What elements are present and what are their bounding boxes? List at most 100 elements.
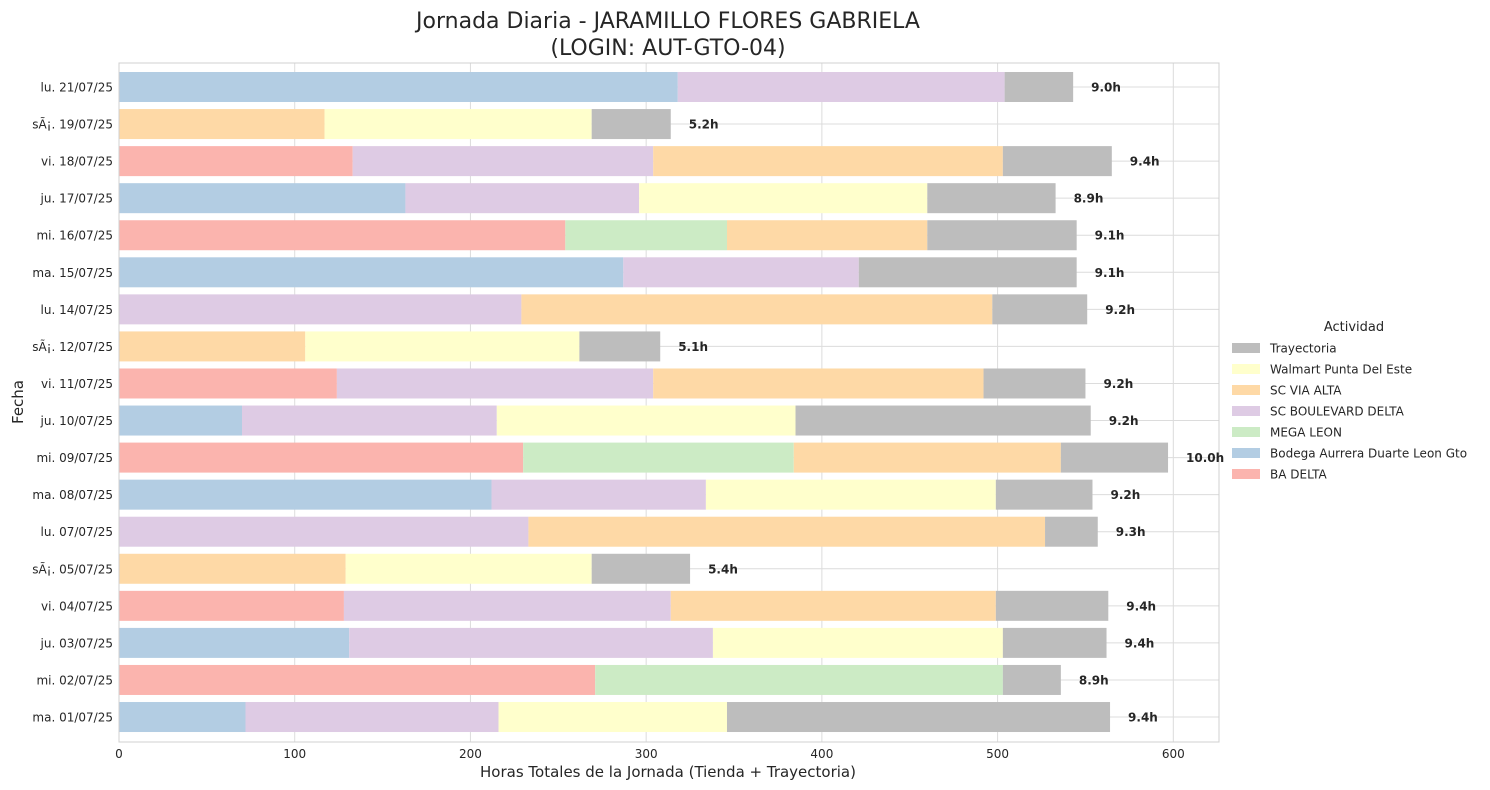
y-tick-label: ju. 10/07/25 [40, 414, 113, 428]
bar-total-label: 9.4h [1125, 636, 1155, 650]
bar-segment [119, 294, 522, 325]
y-axis-label: Fecha [9, 380, 27, 424]
bar-segment [352, 146, 654, 177]
x-tick-label: 0 [115, 747, 123, 761]
bar-segment [858, 257, 1077, 288]
bar-segment [496, 405, 796, 436]
bar-total-label: 5.4h [708, 562, 738, 576]
bar-segment [653, 368, 984, 399]
bar-segment [119, 368, 337, 399]
bar-segment [595, 664, 1003, 695]
legend-entry: MEGA LEON [1270, 426, 1342, 440]
x-tick-label: 600 [1162, 747, 1185, 761]
bar-segment [324, 109, 592, 140]
legend-swatch [1232, 406, 1260, 416]
legend-entry: Walmart Punta Del Este [1270, 363, 1412, 377]
bar-segment [591, 553, 691, 584]
bar-segment [1002, 146, 1112, 177]
bar-segment [726, 220, 928, 251]
bar-segment [653, 146, 1003, 177]
bar-segment [119, 590, 344, 621]
bar-segment [119, 442, 524, 473]
y-tick-label: sÃ¡. 12/07/25 [32, 339, 113, 354]
bar-segment [119, 146, 353, 177]
x-tick-label: 400 [810, 747, 833, 761]
chart-subtitle: (LOGIN: AUT-GTO-04) [550, 36, 785, 61]
x-tick-label: 100 [283, 747, 306, 761]
legend-swatch [1232, 427, 1260, 437]
y-tick-label: ma. 01/07/25 [32, 711, 113, 725]
legend-swatch [1232, 364, 1260, 374]
x-tick-label: 200 [459, 747, 482, 761]
legend-title: Actividad [1324, 320, 1384, 335]
bar-segment [591, 109, 671, 140]
bars [119, 72, 1169, 733]
bar-segment [1045, 516, 1098, 547]
bar-total-label: 9.4h [1128, 711, 1158, 725]
legend-entry: SC BOULEVARD DELTA [1270, 405, 1405, 419]
bar-total-label: 9.2h [1103, 377, 1133, 391]
bar-segment [639, 183, 928, 214]
plot-frame [118, 62, 1220, 743]
bar-total-label: 9.3h [1116, 525, 1146, 539]
legend-entry: BA DELTA [1270, 468, 1328, 482]
y-tick-label: mi. 02/07/25 [36, 673, 113, 687]
bar-segment [498, 702, 727, 733]
legend-swatch [1232, 448, 1260, 458]
y-tick-label: mi. 09/07/25 [36, 451, 113, 465]
bar-segment [1002, 627, 1107, 658]
bar-total-label: 9.0h [1091, 81, 1121, 95]
bar-segment [795, 405, 1091, 436]
bar-segment [119, 72, 678, 102]
y-tick-label: lu. 14/07/25 [41, 303, 113, 317]
bar-segment [712, 627, 1003, 658]
bar-segment [491, 479, 706, 510]
bar-segment [305, 331, 580, 362]
bar-segment [119, 405, 243, 436]
x-axis-label: Horas Totales de la Jornada (Tienda + Tr… [480, 763, 856, 781]
bar-segment [927, 220, 1077, 251]
bar-segment [245, 702, 499, 733]
y-tick-label: lu. 07/07/25 [41, 525, 113, 539]
bar-total-label: 10.0h [1186, 451, 1224, 465]
bar-segment [242, 405, 497, 436]
bar-segment [983, 368, 1086, 399]
y-tick-label: lu. 21/07/25 [41, 81, 113, 95]
bar-segment [336, 368, 654, 399]
legend-swatch [1232, 469, 1260, 479]
bar-segment [677, 72, 1005, 102]
bar-total-label: 8.9h [1074, 192, 1104, 206]
y-tick-label: ju. 03/07/25 [40, 636, 113, 650]
bar-total-label: 9.1h [1095, 229, 1125, 243]
bar-segment [992, 294, 1088, 325]
bar-segment [995, 479, 1093, 510]
bar-segment [528, 516, 1046, 547]
bar-segment [623, 257, 859, 288]
bar-segment [405, 183, 640, 214]
bar-segment [119, 516, 529, 547]
legend-swatch [1232, 343, 1260, 353]
legend: Actividad Trayectoria Walmart Punta Del E… [1232, 320, 1467, 482]
bar-segment [119, 702, 246, 733]
bar-segment [705, 479, 996, 510]
bar-total-label: 9.2h [1109, 414, 1139, 428]
bar-total-label: 8.9h [1079, 673, 1109, 687]
legend-entry: Bodega Aurrera Duarte Leon Gto [1270, 447, 1467, 461]
bar-segment [119, 331, 306, 362]
y-tick-label: sÃ¡. 05/07/25 [32, 561, 113, 576]
bar-segment [1002, 664, 1061, 695]
bar-total-label: 5.1h [678, 340, 708, 354]
bar-total-label: 9.4h [1130, 155, 1160, 169]
bar-segment [565, 220, 727, 251]
x-tick-label: 300 [635, 747, 658, 761]
y-tick-label: vi. 11/07/25 [41, 377, 113, 391]
bar-segment [119, 553, 346, 584]
bar-segment [119, 627, 350, 658]
bar-segment [670, 590, 996, 621]
chart-title: Jornada Diaria - JARAMILLO FLORES GABRIE… [414, 9, 920, 34]
y-tick-label: vi. 18/07/25 [41, 155, 113, 169]
y-tick-label: mi. 16/07/25 [36, 229, 113, 243]
legend-swatch [1232, 385, 1260, 395]
bar-total-label: 9.2h [1105, 303, 1135, 317]
